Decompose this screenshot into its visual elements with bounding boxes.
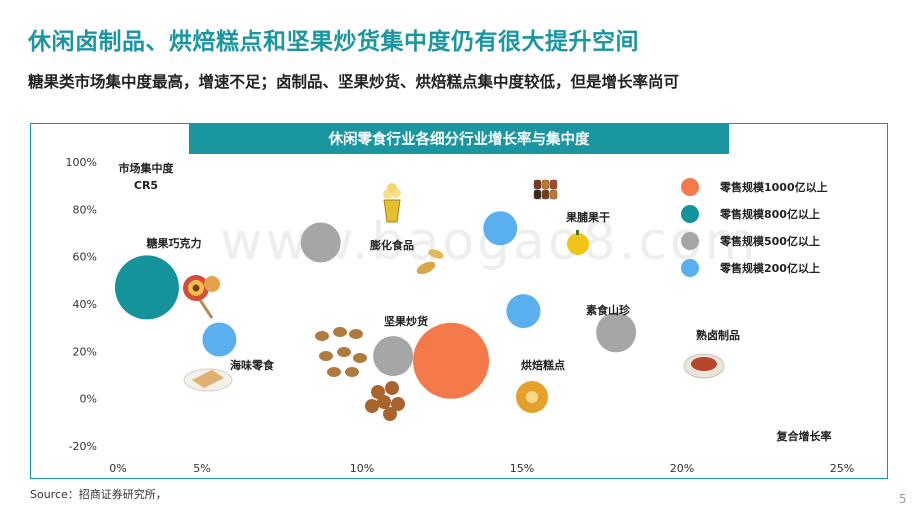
- y-axis-ticks: 100% 80% 60% 40% 20% 0% -20%: [66, 156, 97, 453]
- y-tick-label: 80%: [73, 203, 97, 216]
- bubble-point: [506, 294, 541, 329]
- bubble-point: [114, 255, 179, 320]
- page-subtitle: 糖果类市场集中度最高，增速不足；卤制品、坚果炒货、烘焙糕点集中度较低，但是增长率…: [28, 73, 680, 91]
- legend-label: 零售规模800亿以上: [719, 207, 820, 221]
- legend: 零售规模1000亿以上零售规模800亿以上零售规模500亿以上零售规模200亿以…: [681, 178, 828, 277]
- x-tick-label: 15%: [510, 462, 534, 475]
- lollipop-icon: [183, 275, 220, 319]
- bubble-point: [413, 322, 490, 399]
- legend-label: 零售规模500亿以上: [719, 234, 820, 248]
- x-tick-label: 20%: [670, 462, 694, 475]
- y-tick-label: 0%: [80, 393, 97, 406]
- legend-swatch: [681, 178, 699, 196]
- bubble-label: 海味零食: [230, 358, 275, 372]
- bubble-point: [373, 336, 414, 377]
- y-axis-label-line1: 市场集中度: [119, 161, 175, 175]
- bubble-point: [596, 312, 637, 353]
- bubble-label: 烘焙糕点: [521, 358, 565, 372]
- bubble-point: [300, 222, 341, 263]
- bubble-label: 熟卤制品: [696, 328, 740, 342]
- x-tick-label: 5%: [193, 462, 210, 475]
- legend-label: 零售规模1000亿以上: [719, 180, 828, 194]
- legend-label: 零售规模200亿以上: [719, 261, 820, 275]
- category-icons: [183, 179, 725, 421]
- x-tick-label: 0%: [109, 462, 126, 475]
- x-tick-label: 10%: [350, 462, 374, 475]
- bubbles: [114, 211, 637, 399]
- x-tick-label: 25%: [830, 462, 854, 475]
- seafood-plate-icon: [183, 368, 233, 392]
- pastry-icon: [516, 381, 548, 413]
- jars-icon: [533, 179, 558, 200]
- chart-title: 休闲零食行业各细分行业增长率与集中度: [189, 123, 729, 154]
- legend-swatch: [681, 205, 699, 223]
- y-tick-label: -20%: [69, 440, 97, 453]
- x-axis-ticks: 0% 5% 10% 15% 20% 25%: [109, 462, 854, 475]
- popcorn-icon: [383, 183, 401, 223]
- x-axis-label: 复合增长率: [776, 429, 832, 443]
- y-tick-label: 100%: [66, 156, 97, 169]
- pepper-icon: [567, 230, 589, 255]
- y-tick-label: 20%: [73, 345, 97, 358]
- source-note: Source：招商证券研究所，: [30, 488, 167, 501]
- bubble-point: [483, 211, 518, 246]
- bubble-label: 膨化食品: [369, 238, 414, 252]
- y-tick-label: 60%: [73, 251, 97, 264]
- nuts-icon: [315, 327, 367, 377]
- y-tick-label: 40%: [73, 298, 97, 311]
- chips-icon: [416, 249, 444, 275]
- bubble-label: 糖果巧克力: [147, 236, 202, 250]
- bubble-label: 坚果炒货: [384, 314, 428, 328]
- page-title: 休闲卤制品、烘焙糕点和坚果炒货集中度仍有很大提升空间: [28, 29, 639, 55]
- hazelnut-icon: [365, 381, 405, 421]
- y-axis-label-line2: CR5: [134, 179, 158, 192]
- braised-meat-icon: [683, 353, 725, 379]
- bubble-label: 素食山珍: [586, 303, 631, 317]
- page-number: 5: [899, 492, 907, 506]
- legend-swatch: [681, 232, 699, 250]
- bubble-label: 果脯果干: [565, 210, 610, 224]
- legend-swatch: [681, 259, 699, 277]
- bubble-point: [202, 322, 237, 357]
